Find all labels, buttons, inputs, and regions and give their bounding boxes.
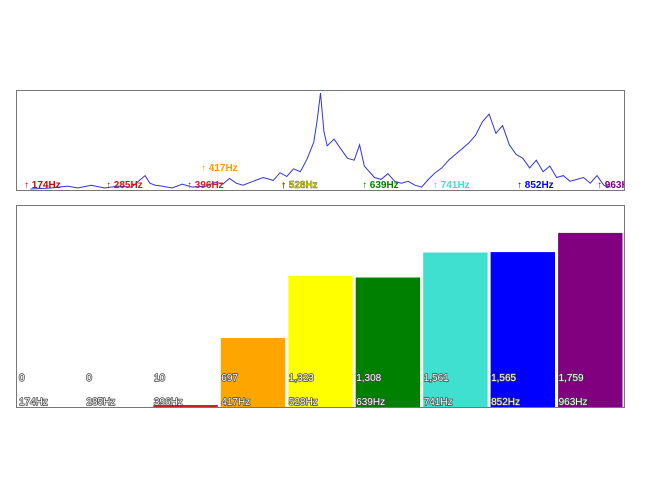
bar-panel: 0 0 10 697 1,323 1,308 1,561 1,565 1,759 174Hz 285… bbox=[16, 205, 625, 408]
bar-category-label-528Hz: 528Hz bbox=[289, 397, 318, 407]
bar-value-label-741Hz: 1,561 bbox=[424, 373, 449, 384]
frequency-marker-852: ↑ 852Hz bbox=[517, 180, 554, 190]
bar-category-label-417Hz: 417Hz bbox=[221, 397, 250, 407]
frequency-marker-417: ↑ 417Hz bbox=[201, 163, 238, 174]
spectrum-chart: ↑ 174Hz ↑ 285Hz ↑ 396Hz ↑ 417Hz ↑ 528Hz ↑ 639… bbox=[24, 92, 624, 190]
spectrum-panel: ↑ 174Hz ↑ 285Hz ↑ 396Hz ↑ 417Hz ↑ 528Hz ↑ 639… bbox=[16, 90, 625, 191]
bar-category-label-741Hz: 741Hz bbox=[424, 397, 453, 407]
frequency-marker-963: ↑ 963Hz bbox=[597, 180, 624, 190]
bar-value-label-174Hz: 0 bbox=[19, 373, 25, 384]
frequency-marker-639: ↑ 639Hz bbox=[362, 180, 399, 190]
bar-639Hz bbox=[355, 277, 421, 407]
frequency-marker-396: ↑ 396Hz bbox=[187, 180, 224, 190]
frequency-marker-741: ↑ 741Hz bbox=[433, 180, 470, 190]
bar-value-label-396Hz: 10 bbox=[154, 373, 166, 384]
frequency-marker-528: ↑ 528Hz bbox=[281, 180, 318, 190]
bar-value-label-285Hz: 0 bbox=[86, 373, 92, 384]
bar-value-label-417Hz: 697 bbox=[221, 373, 238, 384]
spectrum-line-0 bbox=[30, 92, 611, 190]
bar-528Hz bbox=[288, 276, 353, 407]
bar-852Hz bbox=[490, 252, 555, 407]
bar-value-label-528Hz: 1,323 bbox=[289, 373, 314, 384]
frequency-marker-174: ↑ 174Hz bbox=[24, 180, 61, 190]
bar-category-label-396Hz: 396Hz bbox=[154, 397, 183, 407]
bar-category-label-852Hz: 852Hz bbox=[491, 397, 520, 407]
bar-category-label-285Hz: 285Hz bbox=[86, 397, 115, 407]
frequency-bar-chart: 0 0 10 697 1,323 1,308 1,561 1,565 1,759 174Hz 285… bbox=[18, 232, 623, 407]
bar-value-label-639Hz: 1,308 bbox=[356, 373, 381, 384]
bar-category-label-174Hz: 174Hz bbox=[19, 397, 48, 407]
frequency-marker-285: ↑ 285Hz bbox=[106, 180, 143, 190]
bar-963Hz bbox=[558, 232, 623, 407]
bar-417Hz bbox=[220, 338, 286, 407]
bar-value-label-852Hz: 1,565 bbox=[491, 373, 516, 384]
bar-value-label-963Hz: 1,759 bbox=[559, 373, 584, 384]
bar-741Hz bbox=[423, 252, 488, 407]
bar-396Hz bbox=[153, 405, 218, 407]
bar-category-label-639Hz: 639Hz bbox=[356, 397, 385, 407]
bar-category-label-963Hz: 963Hz bbox=[559, 397, 588, 407]
